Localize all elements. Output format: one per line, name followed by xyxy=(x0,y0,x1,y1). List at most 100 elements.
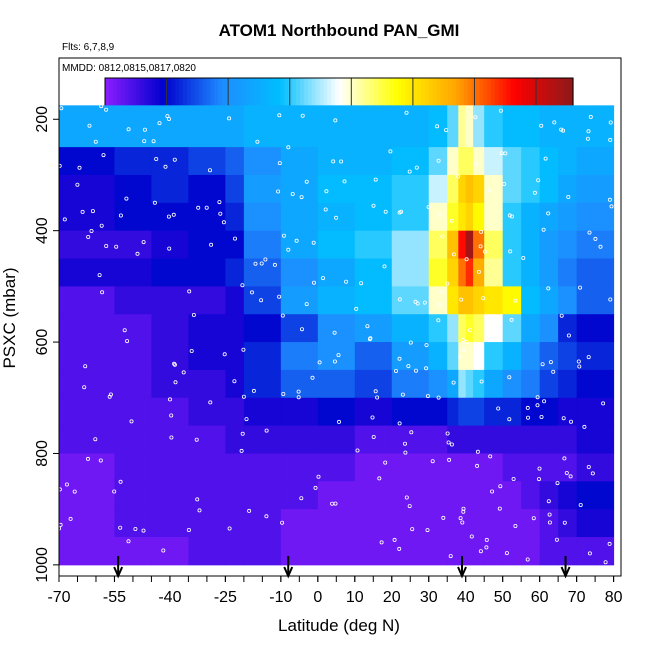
colorbar-swatch xyxy=(565,78,570,118)
heatmap-cell xyxy=(317,481,356,510)
sample-point xyxy=(507,417,512,422)
heatmap-cell xyxy=(576,509,596,538)
sample-point xyxy=(232,236,237,241)
y-tick-label: 1000 xyxy=(34,547,51,583)
colorbar-swatch xyxy=(514,78,519,118)
chart-title: ATOM1 Northbound PAN_GMI xyxy=(219,21,460,40)
heatmap-cell xyxy=(354,258,393,287)
heatmap-cell xyxy=(391,453,430,482)
sample-point xyxy=(354,306,359,311)
heatmap-cell xyxy=(521,537,541,566)
sample-point xyxy=(100,290,105,295)
y-tick-label: 200 xyxy=(34,106,51,133)
heatmap-cell xyxy=(576,314,596,343)
sample-point xyxy=(526,415,531,420)
heatmap-cell xyxy=(576,174,596,204)
sample-point xyxy=(332,330,337,335)
sample-point xyxy=(89,228,94,233)
heatmap-cell xyxy=(317,286,356,315)
heatmap-cell xyxy=(447,537,459,566)
heatmap-cell xyxy=(576,453,596,482)
colorbar-swatch xyxy=(303,78,309,118)
colorbar-swatch xyxy=(327,78,332,118)
sample-point xyxy=(397,297,402,302)
heatmap-cell xyxy=(558,314,578,343)
heatmap-cell xyxy=(465,481,474,510)
heatmap-cell xyxy=(391,314,430,343)
sample-point xyxy=(525,557,530,562)
heatmap-cell xyxy=(151,481,189,510)
sample-point xyxy=(331,159,336,164)
sample-point xyxy=(152,200,157,205)
heatmap-cell xyxy=(59,537,115,566)
heatmap-cell xyxy=(59,509,115,538)
sample-point xyxy=(598,244,603,249)
x-tick-label: 20 xyxy=(383,589,401,606)
heatmap-cell xyxy=(539,397,559,427)
colorbar-swatch xyxy=(218,78,223,118)
sample-point xyxy=(280,520,285,525)
sample-point xyxy=(488,454,493,459)
x-tick-label: -40 xyxy=(158,589,181,606)
sample-point xyxy=(218,211,223,216)
sample-point xyxy=(57,163,62,168)
sample-point xyxy=(382,264,387,269)
heatmap-cell xyxy=(558,537,578,566)
sample-point xyxy=(467,328,472,333)
sample-point xyxy=(475,352,480,357)
colorbar-swatch xyxy=(530,78,535,118)
heatmap-cell xyxy=(539,286,559,315)
sample-point xyxy=(300,113,305,118)
heatmap-cell xyxy=(521,397,541,427)
colorbar-swatch xyxy=(202,78,207,118)
sample-point xyxy=(264,428,269,433)
heatmap-cell xyxy=(539,230,559,260)
colorbar-swatch xyxy=(108,78,114,118)
colorbar-swatch xyxy=(557,78,562,118)
sample-point xyxy=(532,190,537,195)
heatmap-cell xyxy=(280,537,319,566)
heatmap-cell xyxy=(484,397,504,427)
colorbar-swatch xyxy=(136,78,141,118)
sample-point xyxy=(281,391,286,396)
heatmap-cell xyxy=(354,397,393,427)
heatmap-cell xyxy=(502,453,522,482)
heatmap-cell xyxy=(576,258,596,287)
sample-point xyxy=(425,394,430,399)
sample-point xyxy=(259,261,264,266)
heatmap-cell xyxy=(447,397,459,427)
sample-point xyxy=(393,368,398,373)
heatmap-cell xyxy=(151,369,189,399)
sample-point xyxy=(388,149,393,154)
sample-point xyxy=(554,537,559,542)
sample-point xyxy=(171,212,176,217)
sample-point xyxy=(167,246,172,251)
heatmap-cell xyxy=(391,481,430,510)
colorbar-swatch xyxy=(151,78,157,118)
heatmap-cell xyxy=(558,258,578,287)
colorbar-swatch xyxy=(374,78,379,118)
x-tick-label: 50 xyxy=(494,589,512,606)
sample-point xyxy=(125,339,130,344)
sample-point xyxy=(142,139,147,144)
heatmap-cell xyxy=(473,286,485,315)
heatmap-cell xyxy=(458,481,467,510)
colorbar-swatch xyxy=(179,78,184,118)
heatmap-cell xyxy=(484,286,504,315)
sample-point xyxy=(561,416,566,421)
heatmap-cell xyxy=(151,425,189,454)
heatmap-cell xyxy=(391,537,430,566)
heatmap-cell xyxy=(473,314,485,343)
heatmap-cell xyxy=(188,537,226,566)
heatmap-cell xyxy=(595,105,615,148)
colorbar-swatch xyxy=(358,78,363,118)
colorbar-swatch xyxy=(444,78,449,118)
heatmap-cell xyxy=(59,286,115,315)
heatmap-cell xyxy=(447,509,459,538)
sample-point xyxy=(324,189,329,194)
heatmap-cell xyxy=(558,286,578,315)
heatmap-cell xyxy=(354,174,393,204)
heatmap-cell xyxy=(354,230,393,260)
x-axis: -70 -55 -40 -25 -10 0 10 20 30 40 50 60 70 80 xyxy=(47,576,623,606)
heatmap-cell xyxy=(188,314,226,343)
